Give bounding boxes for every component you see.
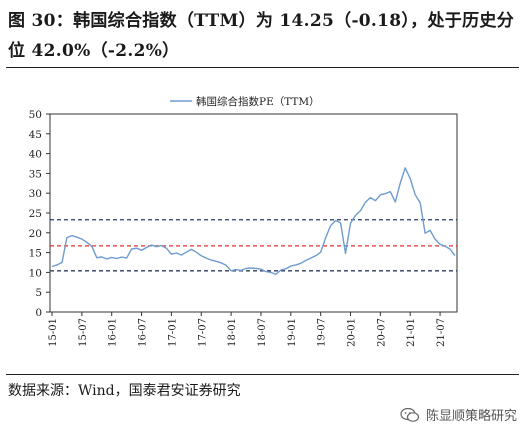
y-tick-label: 20 <box>29 228 42 240</box>
x-tick-label: 19-07 <box>317 318 328 347</box>
y-tick-label: 45 <box>29 129 42 141</box>
x-tick-label: 16-01 <box>108 318 119 347</box>
reference-lines <box>50 219 457 272</box>
x-axis: 15-01 15-07 16-01 16-07 17-01 17-07 18-01 18-07… <box>48 312 447 347</box>
legend: 韩国综合指数PE（TTM） <box>170 95 320 108</box>
y-tick-label: 0 <box>35 307 42 319</box>
x-tick-label: 21-07 <box>436 318 447 347</box>
pe-line-chart: 韩国综合指数PE（TTM） 0 5 10 15 20 25 30 35 40 45 50 15-01… <box>29 95 458 347</box>
title-rule <box>6 67 519 68</box>
x-tick-label: 20-01 <box>347 318 358 347</box>
y-tick-label: 50 <box>29 109 42 121</box>
plot-frame <box>49 113 458 313</box>
source-rule <box>6 374 519 375</box>
y-tick-label: 5 <box>35 287 42 299</box>
y-tick-label: 15 <box>29 248 42 260</box>
y-tick-label: 25 <box>29 208 42 220</box>
source-note: 数据来源：Wind，国泰君安证券研究 <box>8 383 241 399</box>
legend-label: 韩国综合指数PE（TTM） <box>196 95 320 108</box>
x-tick-label: 19-01 <box>287 318 298 347</box>
x-tick-label: 18-01 <box>227 318 238 347</box>
x-tick-label: 15-01 <box>48 318 59 347</box>
x-tick-label: 15-07 <box>78 318 89 347</box>
watermark-text: 陈显顺策略研究 <box>425 409 517 424</box>
watermark: 陈显顺策略研究 <box>400 405 517 424</box>
y-tick-label: 40 <box>29 149 42 161</box>
x-tick-label: 16-07 <box>138 318 149 347</box>
x-tick-label: 20-07 <box>376 318 387 347</box>
x-tick-label: 17-01 <box>167 318 178 347</box>
y-tick-label: 30 <box>29 188 42 200</box>
y-axis: 0 5 10 15 20 25 30 35 40 45 50 <box>29 109 50 319</box>
y-tick-label: 10 <box>29 267 42 279</box>
series-group <box>51 167 456 276</box>
x-tick-label: 21-01 <box>406 318 417 347</box>
x-tick-label: 17-07 <box>197 318 208 347</box>
pe-series-line <box>51 167 456 276</box>
x-tick-label: 18-07 <box>257 318 268 347</box>
wechat-icon <box>400 407 420 422</box>
figure-title: 图 30：韩国综合指数（TTM）为 14.25（-0.18），处于历史分位 42… <box>8 11 514 61</box>
y-tick-label: 35 <box>29 168 42 180</box>
